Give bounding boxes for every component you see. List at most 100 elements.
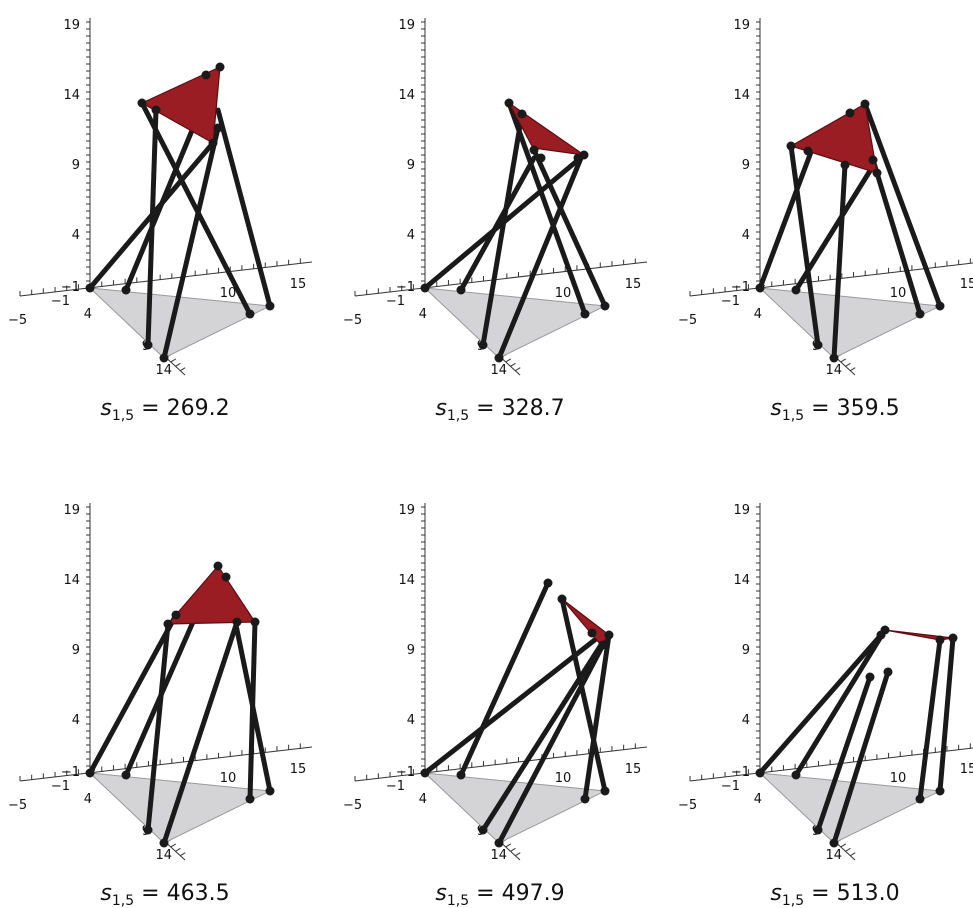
platform-joint (868, 155, 878, 165)
vertical-tick-label: 14 (63, 88, 80, 103)
horizontal-axis (19, 261, 313, 297)
depth-tick-label: −1 (51, 294, 70, 309)
platform-triangle (789, 103, 878, 174)
depth-axis-tick (175, 847, 181, 852)
leg (937, 635, 956, 794)
depth-axis-tick (505, 358, 512, 363)
caption-value: 463.5 (167, 881, 230, 906)
platform-joint (845, 108, 855, 118)
base-joint (935, 301, 945, 311)
caption-value: 328.7 (502, 396, 565, 421)
base-joint (143, 340, 153, 350)
leg (233, 622, 273, 794)
vertical-tick-label: 14 (63, 573, 80, 588)
base-joint (791, 770, 801, 780)
platform-joint (163, 619, 173, 629)
base-triangle (758, 772, 942, 844)
leg (480, 111, 525, 348)
depth-axis-tick (849, 367, 856, 372)
platform-joint (865, 672, 875, 682)
left-tick-label: −5 (8, 313, 27, 328)
platform-joint (860, 99, 870, 109)
leg (161, 619, 240, 846)
caption-equals: = (469, 396, 501, 421)
depth-tick-label: 4 (84, 307, 92, 322)
vertical-tick-label: 14 (733, 573, 750, 588)
depth-axis-tick (170, 358, 177, 363)
platform-joint (213, 561, 223, 571)
caption-value: 497.9 (502, 881, 565, 906)
depth-tick-label: 14 (490, 848, 507, 863)
depth-axis-tick (175, 362, 181, 367)
horizontal-tick-label: 15 (960, 762, 973, 777)
base-joint (494, 353, 504, 363)
vertical-tick-label: 14 (733, 88, 750, 103)
caption-equals: = (804, 881, 836, 906)
vertical-tick-label: 19 (733, 503, 750, 518)
vertical-tick-label: 9 (742, 643, 750, 658)
leg (531, 147, 608, 309)
platform-triangle (140, 66, 221, 144)
leg (145, 107, 159, 348)
base-joint (121, 770, 131, 780)
base-joint (829, 838, 839, 848)
depth-axis-tick (514, 852, 521, 857)
depth-axis-tick (179, 852, 186, 857)
base-joint (265, 301, 275, 311)
depth-tick-label: 14 (825, 363, 842, 378)
panel-caption: s1,5 = 463.5 (100, 881, 229, 908)
caption-equals: = (469, 881, 501, 906)
leg (917, 637, 943, 802)
depth-axis-tick (170, 843, 177, 848)
base-joint (420, 768, 430, 778)
platform-joint (504, 98, 514, 108)
base-joint (245, 309, 255, 319)
base-joint (580, 309, 590, 319)
platform-joint (250, 617, 260, 627)
platform-joint (171, 610, 181, 620)
base-joint (420, 283, 430, 293)
platform-joint (232, 617, 242, 627)
vertical-tick-label: 9 (407, 158, 415, 173)
caption-value: 269.2 (167, 396, 230, 421)
depth-axis-tick (840, 843, 847, 848)
base-joint (829, 353, 839, 363)
base-joint (935, 786, 945, 796)
depth-tick-label: 14 (825, 848, 842, 863)
platform-joint (201, 70, 211, 80)
base-joint (121, 285, 131, 295)
base-joint (245, 794, 255, 804)
base-joint (456, 770, 466, 780)
caption-subscript: 1,5 (782, 408, 804, 424)
horizontal-tick-label: 15 (290, 762, 307, 777)
base-joint (265, 786, 275, 796)
panel-caption: s1,5 = 269.2 (100, 396, 229, 424)
leg (862, 101, 943, 309)
depth-tick-label: 4 (419, 792, 427, 807)
base-joint (600, 301, 610, 311)
vertical-tick-label: 19 (733, 18, 750, 33)
caption-value: 359.5 (837, 396, 900, 421)
horizontal-tick-label: 15 (625, 762, 642, 777)
depth-axis-tick (840, 358, 847, 363)
leg (139, 100, 253, 317)
vertical-tick-label: −1 (396, 765, 415, 780)
base-joint (159, 838, 169, 848)
depth-tick-label: 14 (155, 363, 172, 378)
depth-tick-label: −1 (386, 779, 405, 794)
depth-axis-tick (849, 852, 856, 857)
horizontal-tick-label: 15 (290, 277, 307, 292)
horizontal-tick-label: 10 (220, 771, 237, 786)
platform-joint (876, 630, 886, 640)
base-joint (755, 768, 765, 778)
leg (161, 125, 221, 361)
horizontal-tick-label: 10 (220, 286, 237, 301)
leg (496, 155, 584, 361)
depth-tick-label: −1 (386, 294, 405, 309)
platform-joint (935, 635, 945, 645)
vertical-tick-label: −1 (396, 280, 415, 295)
caption-symbol: s (770, 396, 781, 421)
base-joint (478, 340, 488, 350)
